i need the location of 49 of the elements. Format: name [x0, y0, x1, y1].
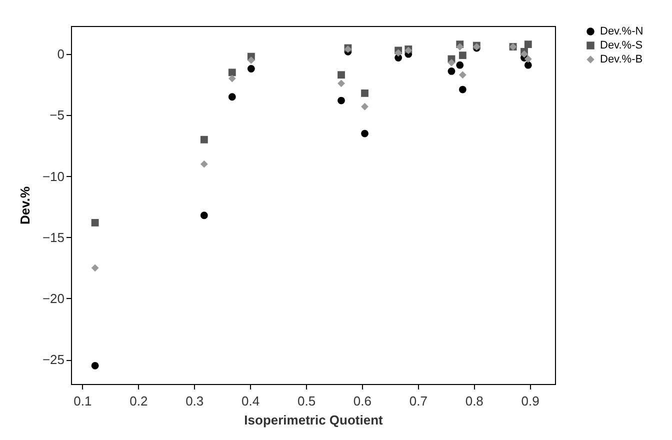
x-axis-title: Isoperimetric Quotient	[244, 412, 384, 428]
point	[456, 43, 464, 50]
point	[247, 56, 255, 64]
point	[520, 50, 528, 58]
y-tick-label: −15	[42, 230, 64, 245]
point	[458, 71, 466, 79]
point	[394, 49, 402, 57]
point	[338, 96, 345, 104]
point	[338, 80, 345, 88]
y-tick-label: −10	[42, 168, 64, 184]
point	[91, 264, 99, 272]
point	[524, 61, 532, 69]
point	[200, 136, 208, 144]
point	[448, 58, 456, 66]
point	[524, 40, 532, 48]
point	[228, 68, 236, 76]
point	[91, 362, 99, 370]
point	[458, 86, 466, 94]
x-tick-label: 0.2	[130, 394, 148, 408]
point	[448, 68, 456, 75]
point	[247, 65, 255, 72]
y-tick-label: −20	[42, 290, 64, 306]
x-tick-label: 0.1	[74, 394, 92, 408]
legend-label: Dev.%-B	[600, 54, 643, 66]
point	[361, 102, 368, 110]
point	[524, 55, 532, 63]
point	[338, 71, 345, 79]
y-axis-title: Dev.%	[17, 186, 32, 225]
point	[228, 93, 236, 101]
point	[91, 219, 99, 226]
point	[361, 130, 368, 138]
x-tick-label: 0.9	[521, 394, 540, 408]
legend-label: Dev.%-N	[600, 26, 644, 38]
x-tick-label: 0.4	[242, 394, 260, 408]
legend-label: Dev.%-S	[600, 40, 643, 52]
point	[456, 61, 464, 69]
x-tick-label: 0.5	[297, 394, 316, 408]
point	[200, 160, 208, 168]
x-tick-label: 0.6	[353, 394, 372, 408]
y-tick-label: −5	[50, 108, 64, 123]
y-tick-label: 0	[57, 46, 64, 62]
y-tick-label: −25	[42, 352, 64, 368]
point	[228, 74, 236, 82]
point	[458, 52, 466, 60]
point	[200, 212, 208, 220]
x-tick-label: 0.8	[465, 394, 484, 408]
point	[361, 89, 368, 97]
x-tick-label: 0.3	[186, 394, 204, 408]
x-tick-label: 0.7	[409, 394, 428, 408]
